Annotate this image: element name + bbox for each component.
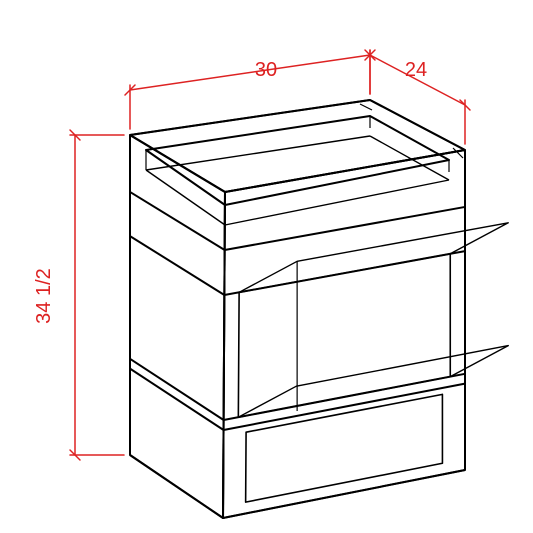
dimension-label: 34 1/2: [33, 268, 55, 324]
dimension-label: 24: [405, 59, 427, 81]
dimension-label: 30: [255, 59, 277, 81]
cabinet-diagram: 30 24 34 1/2: [0, 0, 533, 533]
